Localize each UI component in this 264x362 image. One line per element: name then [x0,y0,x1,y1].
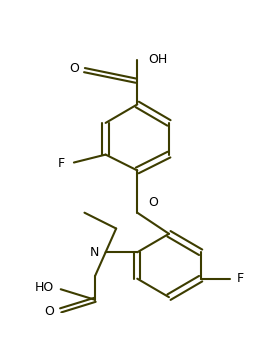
Text: O: O [44,305,54,318]
Text: N: N [89,246,99,259]
Text: O: O [69,62,79,75]
Text: HO: HO [35,281,54,294]
Text: F: F [236,272,243,285]
Text: O: O [148,195,158,209]
Text: F: F [58,157,65,171]
Text: OH: OH [148,53,167,66]
